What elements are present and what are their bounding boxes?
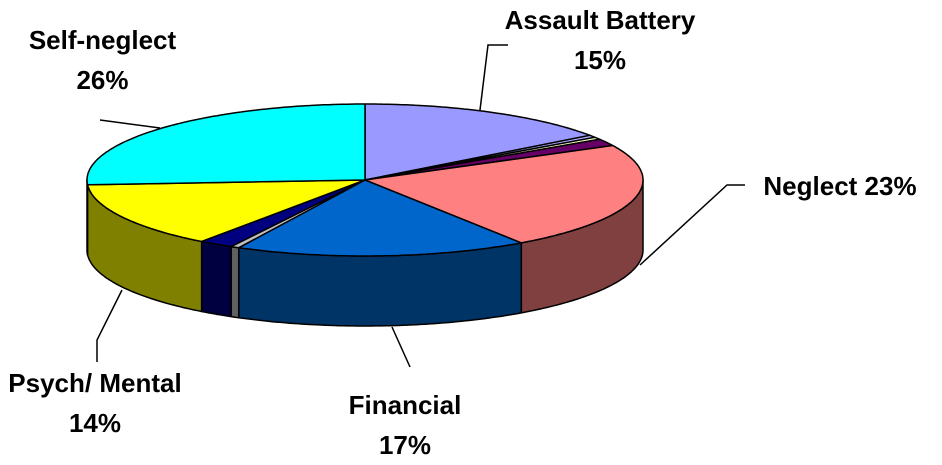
- slice-label: Neglect 23%: [740, 166, 940, 206]
- leader-line: [639, 184, 745, 266]
- value-label: 17%: [378, 430, 432, 460]
- slice-label: Self-neglect 26%: [0, 20, 205, 100]
- slice-label: Psych/ Mental 14%: [0, 363, 190, 443]
- slice-label: Financial 17%: [330, 385, 480, 465]
- value-label: 14%: [68, 408, 122, 438]
- category-label: Neglect: [763, 171, 858, 201]
- value-label: 23%: [864, 171, 917, 201]
- leader-lines: [96, 44, 745, 368]
- leader-line: [391, 326, 411, 368]
- slice-side: [86, 179, 89, 256]
- category-label: Financial: [348, 390, 462, 420]
- slice-side: [200, 240, 232, 318]
- category-label: Assault Battery: [504, 5, 696, 35]
- leader-line: [96, 289, 123, 362]
- category-label: Psych/ Mental: [8, 368, 182, 398]
- slice: [86, 103, 366, 186]
- leader-line: [99, 119, 161, 129]
- slice: [86, 179, 366, 243]
- leader-line: [479, 44, 508, 111]
- slice: [238, 179, 523, 257]
- slice: [200, 179, 366, 248]
- pie: [86, 103, 644, 327]
- value-label: 15%: [573, 45, 627, 75]
- slice: [364, 144, 644, 244]
- slice-side: [230, 245, 240, 319]
- category-label: Self-neglect: [28, 25, 177, 55]
- value-label: 26%: [76, 65, 129, 95]
- slice-label: Assault Battery 15%: [500, 0, 700, 80]
- slice: [364, 103, 591, 181]
